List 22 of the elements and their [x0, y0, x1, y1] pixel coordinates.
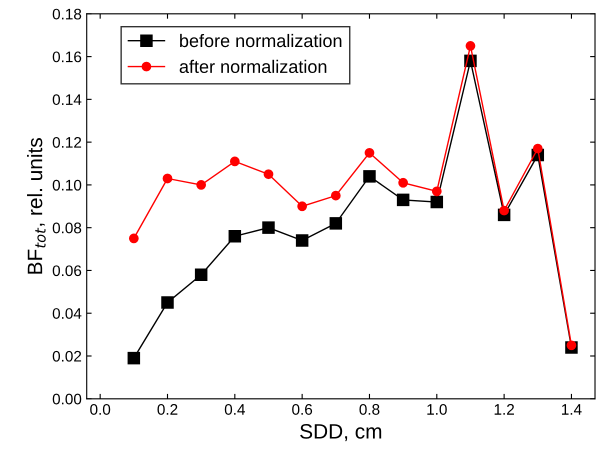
- x-tick-label: 1.4: [562, 404, 582, 415]
- y-tick-label: 0.00: [52, 394, 82, 404]
- x-tick-label: 0.6: [292, 404, 312, 415]
- y-tick-label: 0.10: [52, 180, 82, 191]
- y-tick-label: 0.12: [52, 137, 82, 148]
- y-tick-label: 0.14: [52, 94, 82, 106]
- legend-label: before normalization: [180, 34, 342, 48]
- y-axis-title: BF$_{tot}$, rel. units: [27, 138, 46, 274]
- x-tick-label: 0.8: [359, 404, 380, 415]
- y-tick-label: 0.18: [52, 8, 82, 20]
- y-tick-label: 0.02: [52, 350, 82, 362]
- x-tick-label: 0.4: [224, 404, 245, 415]
- legend-label: after normalization: [180, 60, 326, 74]
- y-tick-label: 0.08: [52, 222, 82, 234]
- y-tick-label: 0.16: [52, 51, 82, 62]
- x-tick-label: 1.2: [494, 404, 514, 415]
- y-tick-label: 0.06: [52, 265, 82, 276]
- x-tick-label: 0.0: [90, 404, 110, 415]
- x-axis-title: SDD, cm: [300, 424, 382, 442]
- y-tick-label: 0.04: [52, 308, 82, 319]
- x-tick-label: 1.0: [427, 404, 447, 415]
- x-tick-label: 0.2: [157, 404, 178, 415]
